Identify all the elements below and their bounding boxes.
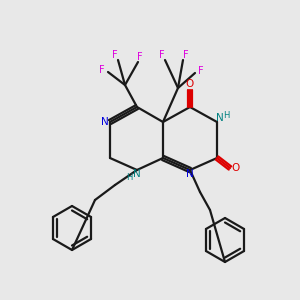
Text: N: N <box>216 113 224 123</box>
Text: O: O <box>232 163 240 173</box>
Text: F: F <box>183 50 189 60</box>
Text: F: F <box>159 50 165 60</box>
Text: N: N <box>101 117 109 127</box>
Text: N: N <box>186 169 194 179</box>
Text: F: F <box>99 65 105 75</box>
Text: F: F <box>112 50 118 60</box>
Text: N: N <box>133 169 141 179</box>
Text: O: O <box>186 79 194 89</box>
Text: F: F <box>137 52 143 62</box>
Text: F: F <box>198 66 204 76</box>
Text: H: H <box>223 110 229 119</box>
Text: H: H <box>126 173 132 182</box>
